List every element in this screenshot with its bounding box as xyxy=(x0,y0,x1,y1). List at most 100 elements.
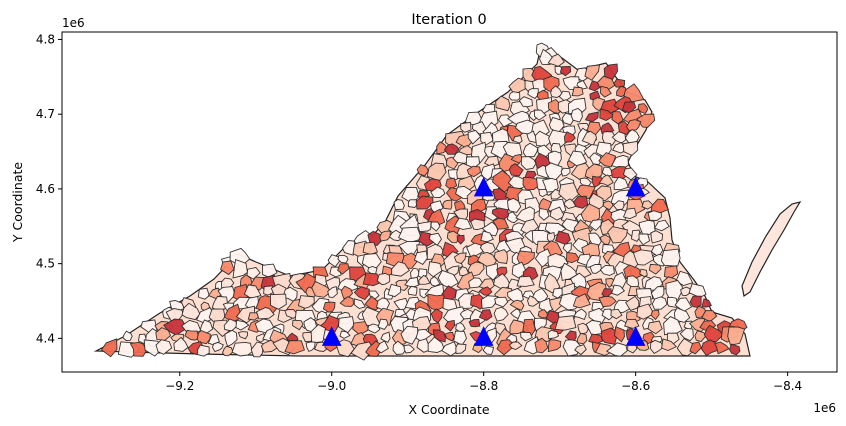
map-polygon-553 xyxy=(122,330,133,341)
map-polygon-558 xyxy=(184,329,200,341)
map-polygon-382 xyxy=(675,270,694,286)
map-polygon-100 xyxy=(612,141,627,154)
map-polygon-220 xyxy=(470,218,485,230)
map-polygon-109 xyxy=(520,156,537,170)
map-polygon-294 xyxy=(413,250,428,265)
map-polygon-31 xyxy=(495,95,511,112)
map-polygon-600 xyxy=(727,326,746,346)
map-polygon-597 xyxy=(694,330,707,343)
map-polygon-573 xyxy=(380,331,391,343)
marker-triangle-0-1 xyxy=(625,176,646,197)
x-tick-label-0: −9.2 xyxy=(165,379,194,393)
map-polygon-420 xyxy=(680,286,692,296)
map-polygon-358 xyxy=(362,272,382,287)
map-polygon-489 xyxy=(478,309,493,321)
map-polygon-648 xyxy=(714,341,730,355)
map-polygon-173 xyxy=(415,195,434,210)
map-polygon-639 xyxy=(594,342,613,356)
map-polygon-586 xyxy=(547,329,560,340)
map-polygon-101 xyxy=(622,140,639,156)
map-polygon-56 xyxy=(636,113,656,128)
map-polygon-363 xyxy=(429,276,441,287)
map-polygon-504 xyxy=(673,307,691,323)
map-polygon-133 xyxy=(622,167,638,181)
map-polygon-124 xyxy=(508,163,524,177)
map-polygon-598 xyxy=(704,324,724,342)
marker-triangle-0-0 xyxy=(473,176,494,197)
map-polygon-162 xyxy=(538,188,548,198)
map-polygon-622 xyxy=(375,340,389,354)
map-polygon-314 xyxy=(220,260,235,276)
map-polygon-546 xyxy=(647,320,663,335)
map-polygon-399 xyxy=(407,285,418,296)
map-polygon-83 xyxy=(601,131,617,146)
map-polygon-487 xyxy=(459,308,473,320)
map-polygon-608 xyxy=(196,344,210,357)
map-polygon-53 xyxy=(599,108,615,122)
map-polygon-559 xyxy=(196,329,211,345)
map-polygon-605 xyxy=(155,339,173,355)
map-polygon-453 xyxy=(572,293,591,309)
x-axis: −9.2 −9.0 −8.8 −8.6 −8.4 xyxy=(165,372,802,393)
map-polygon-525 xyxy=(377,318,389,330)
x-offset-label: 1e6 xyxy=(813,401,836,415)
map-polygon-42 xyxy=(637,103,649,115)
map-polygon-165 xyxy=(576,184,596,199)
map-polygon-563 xyxy=(255,333,266,343)
y-tick-label-3: 4.7 xyxy=(36,107,55,121)
map-polygon-448 xyxy=(509,299,525,311)
map-polygon-392 xyxy=(311,280,332,298)
map-polygon-216 xyxy=(417,220,432,233)
map-polygon-255 xyxy=(607,226,629,244)
map-polygon-52 xyxy=(584,111,599,123)
map-polygon-636 xyxy=(562,339,582,357)
map-polygon-114 xyxy=(589,152,602,165)
map-polygon-121 xyxy=(466,165,481,178)
map-polygon-258 xyxy=(650,230,664,244)
map-polygon-15 xyxy=(562,76,581,90)
map-polygon-297 xyxy=(453,252,467,265)
map-polygon-596 xyxy=(679,327,694,342)
map-polygon-21 xyxy=(527,88,539,99)
map-polygon-530 xyxy=(444,319,456,332)
map-polygon-93 xyxy=(522,142,539,158)
map-polygon-446 xyxy=(480,295,499,310)
map-polygon-632 xyxy=(508,341,523,350)
map-polygon-339 xyxy=(589,263,603,274)
map-polygon-601 xyxy=(100,338,118,358)
map-polygon-359 xyxy=(376,272,391,286)
y-tick-label-1: 4.5 xyxy=(36,257,55,271)
map-polygon-610 xyxy=(221,345,234,357)
map-polygon-242 xyxy=(446,230,461,244)
chart-title: Iteration 0 xyxy=(411,12,486,28)
map-polygon-76 xyxy=(512,135,523,144)
map-polygon-142 xyxy=(522,176,540,190)
map-polygon-175 xyxy=(442,199,453,210)
map-polygon-502 xyxy=(650,309,660,321)
map-polygon-315 xyxy=(232,258,248,279)
map-polygon-311 xyxy=(632,249,655,266)
map-polygon-631 xyxy=(496,339,515,356)
map-polygon-7 xyxy=(559,66,572,77)
map-polygon-603 xyxy=(129,341,148,357)
map-polygon-210 xyxy=(622,207,637,220)
y-tick-label-0: 4.4 xyxy=(36,331,55,345)
map-polygon-243 xyxy=(456,234,465,245)
map-polygon-624 xyxy=(403,344,415,354)
map-polygon-522 xyxy=(338,316,355,334)
map-polygon-217 xyxy=(430,221,441,232)
map-polygon-434 xyxy=(322,301,336,313)
map-polygon-259 xyxy=(341,240,356,256)
map-polygon-501 xyxy=(636,303,655,320)
map-polygon-518 xyxy=(292,319,304,331)
map-polygon-539 xyxy=(554,315,577,331)
map-polygon-25 xyxy=(571,86,584,97)
map-polygon-584 xyxy=(520,331,533,342)
map-polygon-117 xyxy=(416,164,429,177)
map-polygon-644 xyxy=(661,338,678,351)
map-polygon-623 xyxy=(392,340,407,355)
x-axis-label: X Coordinate xyxy=(408,402,489,417)
map-polygon-463 xyxy=(701,298,712,308)
map-polygon-606 xyxy=(173,336,189,352)
map-polygon-405 xyxy=(478,286,493,296)
